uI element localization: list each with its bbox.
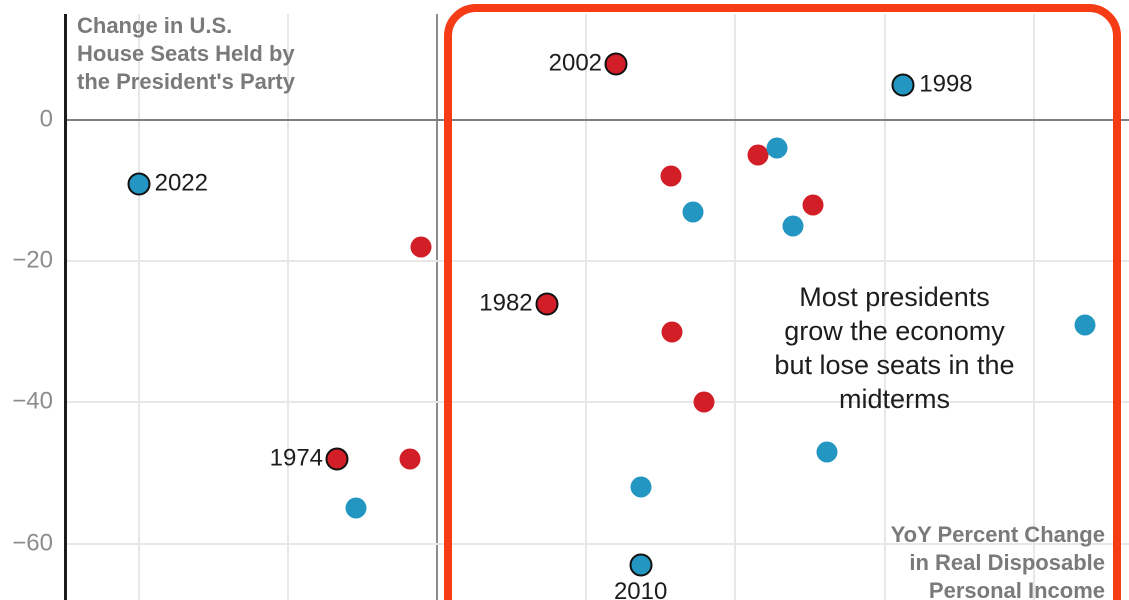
data-point [1074, 314, 1096, 336]
data-point [891, 73, 915, 97]
data-point-label: 2022 [154, 168, 208, 196]
data-point [660, 165, 682, 187]
data-point [802, 194, 824, 216]
data-point [782, 215, 804, 237]
y-tick-label: −40 [12, 387, 53, 415]
data-point [535, 292, 559, 316]
data-point [325, 447, 349, 471]
vertical-gridline [137, 14, 140, 600]
vertical-gridline [734, 14, 737, 600]
y-axis-line [64, 14, 67, 600]
annotation-text: Most presidents grow the economy but los… [774, 282, 1015, 414]
data-point [410, 236, 432, 258]
data-point [127, 172, 151, 196]
data-point [345, 497, 367, 519]
y-tick-label: −60 [12, 529, 53, 557]
x-zero-gridline [436, 14, 438, 600]
data-point-label: 2002 [548, 48, 603, 76]
data-point [747, 144, 769, 166]
data-point [816, 441, 838, 463]
y-tick-label: 0 [39, 105, 53, 133]
vertical-gridline [585, 14, 588, 600]
horizontal-gridline [65, 401, 1129, 404]
data-point-label: 1982 [479, 288, 533, 316]
data-point-label: 2010 [613, 577, 668, 600]
horizontal-gridline [65, 260, 1129, 263]
vertical-gridline [286, 14, 289, 600]
data-point [693, 391, 715, 413]
data-point [629, 553, 653, 577]
vertical-gridline [883, 14, 886, 600]
vertical-gridline [1032, 14, 1035, 600]
horizontal-gridline [65, 542, 1129, 545]
zero-gridline [65, 119, 1129, 121]
x-axis-label: YoY Percent Change in Real Disposable Pe… [890, 522, 1105, 600]
chart-title: Change in U.S. House Seats Held by the P… [77, 13, 295, 94]
data-point [399, 448, 421, 470]
data-point [604, 52, 628, 76]
data-point [682, 201, 704, 223]
y-tick-label: −20 [12, 246, 53, 274]
data-point-label: 1998 [919, 70, 973, 98]
data-point [630, 476, 652, 498]
data-point [766, 137, 788, 159]
data-point [661, 321, 683, 343]
data-point-label: 1974 [269, 444, 324, 472]
